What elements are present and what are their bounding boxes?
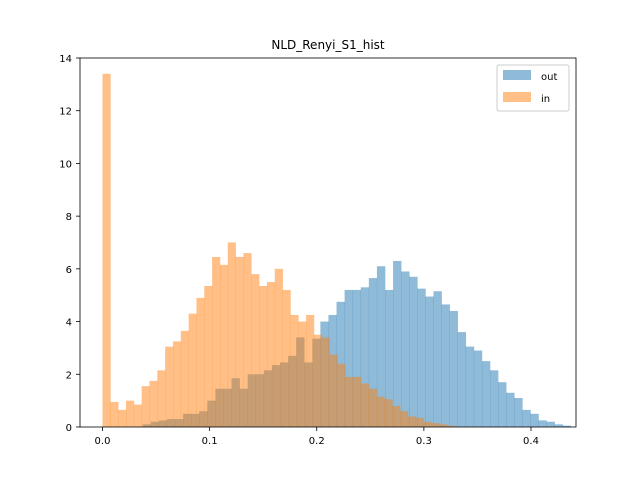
y-axis: 0 2 4 6 8 10 12 14 [59, 54, 80, 434]
bar-out-32 [401, 271, 410, 427]
x-tick-label: 0.2 [309, 436, 325, 447]
bar-in-16 [227, 242, 236, 427]
bars-layer [102, 73, 572, 428]
bar-out-28 [368, 278, 378, 427]
bar-in-18 [243, 253, 252, 427]
bar-in-2 [118, 409, 127, 427]
bar-in-12 [196, 297, 205, 427]
y-tick-label: 10 [59, 159, 72, 170]
bar-out-43 [490, 370, 499, 427]
x-axis: 0.0 0.1 0.2 0.3 0.4 [95, 427, 539, 447]
bar-out-31 [393, 260, 402, 427]
bar-in-40 [415, 417, 424, 427]
bar-out-25 [344, 289, 353, 427]
bar-in-5 [141, 386, 150, 427]
bar-out-45 [506, 392, 515, 427]
bar-out-46 [514, 398, 523, 427]
legend-label-in: in [541, 94, 550, 105]
bar-in-6 [149, 380, 158, 428]
bar-in-3 [125, 400, 135, 427]
bar-out-26 [352, 289, 362, 427]
bar-out-52 [562, 425, 572, 427]
bar-in-22 [274, 268, 283, 427]
series-in [102, 73, 456, 428]
bar-in-24 [290, 314, 299, 427]
x-tick-label: 0.4 [523, 436, 539, 447]
y-tick-label: 2 [66, 370, 72, 381]
bar-in-21 [266, 282, 276, 427]
bar-in-27 [313, 334, 323, 427]
bar-out-49 [538, 420, 547, 427]
bar-in-8 [165, 346, 174, 427]
bar-in-1 [110, 401, 119, 427]
bar-in-23 [282, 289, 291, 427]
bar-out-33 [409, 276, 418, 427]
bar-out-35 [425, 296, 434, 427]
axes-frame [79, 57, 577, 428]
legend-swatch-in [503, 92, 531, 102]
x-tick-label: 0.3 [416, 436, 432, 447]
bar-in-4 [133, 404, 142, 427]
y-tick-label: 6 [66, 265, 72, 276]
bar-out-51 [554, 424, 563, 427]
legend: out in [496, 64, 570, 112]
bar-in-9 [172, 341, 182, 427]
bar-in-17 [235, 257, 244, 427]
bar-out-39 [457, 332, 467, 427]
y-tick-label: 12 [59, 107, 72, 118]
legend-label-out: out [541, 72, 557, 83]
y-tick-label: 14 [59, 54, 72, 65]
bar-out-36 [433, 291, 442, 427]
bar-out-42 [481, 361, 491, 427]
bar-in-43 [439, 424, 448, 427]
bar-in-14 [212, 257, 221, 427]
bar-out-41 [473, 350, 483, 427]
bar-in-33 [360, 383, 370, 427]
bar-in-38 [400, 411, 409, 427]
bar-in-11 [188, 313, 197, 427]
bar-in-13 [204, 285, 213, 427]
bar-out-30 [384, 289, 394, 427]
bar-in-20 [259, 285, 268, 427]
bar-out-37 [441, 304, 450, 427]
y-tick-label: 0 [66, 423, 72, 434]
bar-out-50 [546, 421, 555, 427]
bar-in-15 [219, 264, 229, 427]
bar-in-35 [376, 396, 385, 427]
bar-in-37 [392, 405, 401, 427]
x-tick-label: 0.0 [95, 436, 111, 447]
bar-in-30 [337, 363, 346, 427]
bar-in-25 [298, 321, 307, 427]
bar-out-40 [465, 346, 475, 427]
bar-out-27 [360, 287, 370, 427]
bar-in-36 [384, 399, 393, 427]
bar-in-44 [447, 425, 456, 427]
bar-in-39 [407, 416, 417, 427]
legend-swatch-out [503, 70, 531, 80]
bar-in-42 [431, 423, 440, 427]
bar-in-31 [345, 376, 354, 427]
bar-in-26 [306, 314, 315, 427]
x-tick-label: 0.1 [202, 436, 218, 447]
bar-out-29 [376, 266, 386, 427]
bar-out-47 [522, 409, 531, 427]
bar-in-29 [329, 354, 338, 427]
y-tick-label: 4 [66, 318, 72, 329]
bar-out-38 [449, 311, 458, 427]
chart-title: NLD_Renyi_S1_hist [271, 38, 385, 52]
bar-in-0 [102, 73, 111, 427]
bar-in-32 [353, 376, 362, 427]
bar-out-48 [530, 413, 539, 427]
y-tick-label: 8 [66, 212, 72, 223]
bar-in-34 [368, 388, 377, 427]
bar-in-19 [251, 274, 260, 427]
bar-in-41 [423, 421, 432, 427]
bar-out-44 [498, 382, 507, 427]
bar-in-10 [180, 330, 189, 427]
bar-in-7 [157, 370, 166, 427]
bar-in-28 [321, 337, 330, 427]
bar-out-34 [417, 288, 426, 428]
